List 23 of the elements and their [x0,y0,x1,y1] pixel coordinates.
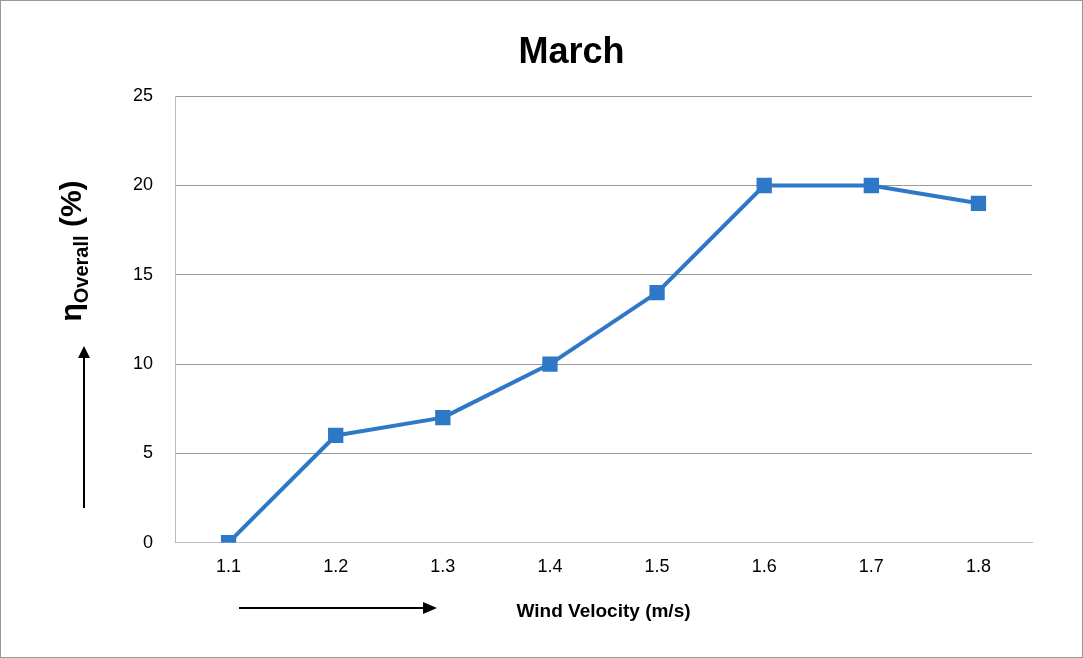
x-tick-label: 1.3 [430,556,456,577]
x-tick-label: 1.4 [537,556,563,577]
x-tick-label: 1.5 [644,556,670,577]
y-tick-label: 20 [132,174,154,195]
x-tick-label: 1.2 [323,556,349,577]
y-tick-label: 0 [143,531,154,552]
x-axis-title: Wind Velocity (m/s) [516,599,691,621]
point [970,195,987,211]
point [328,427,344,444]
y-tick-label: 25 [132,85,154,106]
x-tick-label: 1.8 [965,556,991,577]
x-tick-label: 1.6 [751,556,777,577]
y-tick-label: 10 [132,353,154,374]
y-tick-label: 15 [132,263,154,284]
x-tick-label: 1.1 [216,556,242,577]
point [756,177,772,194]
point [542,356,558,372]
point [863,177,879,194]
y-tick-label: 5 [143,442,154,463]
point [649,284,665,301]
chart-title: March [518,29,625,71]
point [435,409,451,426]
x-tick-label: 1.7 [858,556,884,577]
